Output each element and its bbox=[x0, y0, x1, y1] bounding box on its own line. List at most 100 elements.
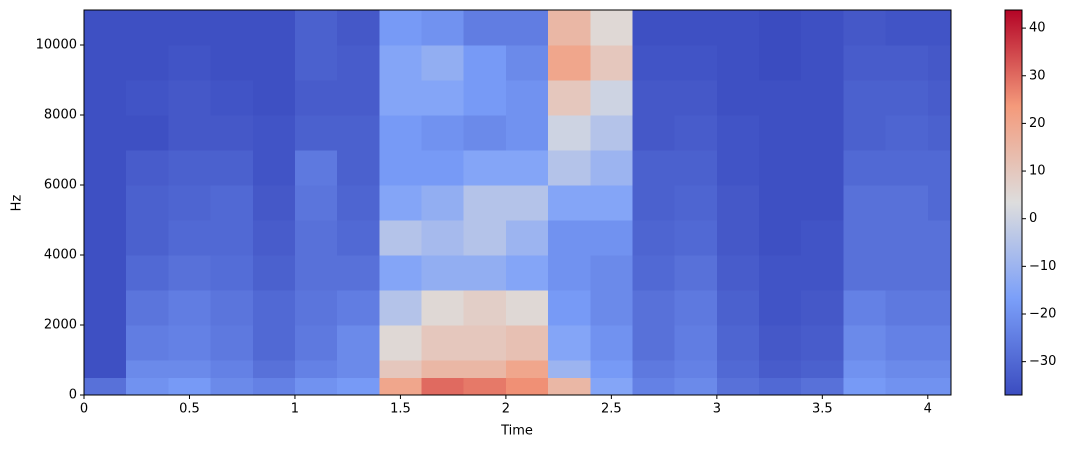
cell bbox=[548, 80, 591, 116]
cell bbox=[168, 360, 212, 378]
cell bbox=[421, 185, 465, 221]
cell bbox=[126, 45, 169, 81]
x-tick-label: 3.5 bbox=[812, 402, 833, 417]
cell bbox=[168, 325, 212, 361]
cell bbox=[84, 185, 127, 221]
cell bbox=[927, 255, 952, 291]
cell bbox=[632, 185, 676, 221]
cell bbox=[84, 255, 127, 291]
cell bbox=[463, 360, 507, 378]
cell bbox=[421, 45, 465, 81]
cell bbox=[252, 115, 296, 151]
cell bbox=[126, 360, 169, 378]
cell bbox=[463, 255, 507, 291]
cell bbox=[843, 10, 887, 46]
colorbar-tick-label: 0 bbox=[1029, 211, 1037, 226]
cell bbox=[337, 45, 380, 81]
colorbar-tick-label: −30 bbox=[1029, 354, 1056, 369]
cell bbox=[548, 220, 591, 256]
cell bbox=[759, 360, 802, 378]
x-tick-label: 1 bbox=[291, 402, 299, 417]
cell bbox=[463, 220, 507, 256]
cell bbox=[252, 360, 296, 378]
cell bbox=[927, 290, 952, 326]
cell bbox=[168, 10, 212, 46]
y-axis-label: Hz bbox=[10, 195, 25, 212]
cell bbox=[716, 185, 760, 221]
cell bbox=[674, 360, 718, 378]
cell bbox=[674, 255, 718, 291]
cell bbox=[674, 220, 718, 256]
cell bbox=[632, 325, 676, 361]
cell bbox=[801, 150, 844, 186]
cell bbox=[885, 360, 929, 378]
y-tick-label: 10000 bbox=[36, 38, 77, 53]
cell bbox=[548, 150, 591, 186]
cell bbox=[674, 150, 718, 186]
cell bbox=[843, 45, 887, 81]
cell bbox=[294, 115, 338, 151]
cell bbox=[126, 10, 169, 46]
cell bbox=[337, 80, 380, 116]
cell bbox=[463, 115, 507, 151]
cell bbox=[294, 150, 338, 186]
cell bbox=[210, 377, 254, 396]
cell bbox=[590, 45, 633, 81]
x-tick-label: 4 bbox=[924, 402, 932, 417]
cell bbox=[463, 45, 507, 81]
cell bbox=[168, 115, 212, 151]
cell bbox=[759, 290, 802, 326]
cell bbox=[463, 80, 507, 116]
cell bbox=[801, 377, 844, 396]
cell bbox=[716, 10, 760, 46]
cell bbox=[927, 220, 952, 256]
cell bbox=[548, 45, 591, 81]
cell bbox=[421, 115, 465, 151]
cell bbox=[379, 10, 423, 46]
cell bbox=[252, 80, 296, 116]
cell bbox=[590, 80, 633, 116]
cell bbox=[843, 150, 887, 186]
cell bbox=[84, 10, 127, 46]
cell bbox=[590, 185, 633, 221]
cell bbox=[168, 377, 212, 396]
cell bbox=[84, 290, 127, 326]
cell bbox=[927, 325, 952, 361]
cell bbox=[885, 290, 929, 326]
cell bbox=[548, 185, 591, 221]
cell bbox=[84, 45, 127, 81]
cell bbox=[885, 80, 929, 116]
cell bbox=[126, 185, 169, 221]
cell bbox=[463, 377, 507, 396]
cell bbox=[505, 255, 549, 291]
cell bbox=[843, 185, 887, 221]
cell bbox=[927, 80, 952, 116]
cell bbox=[210, 10, 254, 46]
cell bbox=[548, 360, 591, 378]
cell bbox=[505, 377, 549, 396]
cell bbox=[801, 360, 844, 378]
x-tick-label: 0 bbox=[80, 402, 88, 417]
cell bbox=[632, 150, 676, 186]
cell bbox=[294, 10, 338, 46]
cell bbox=[421, 150, 465, 186]
cell bbox=[337, 325, 380, 361]
cell bbox=[379, 115, 423, 151]
cell bbox=[294, 45, 338, 81]
cell bbox=[759, 80, 802, 116]
cell bbox=[885, 185, 929, 221]
cell bbox=[927, 360, 952, 378]
colorbar-tick-label: 20 bbox=[1029, 116, 1046, 131]
cell bbox=[801, 220, 844, 256]
cell bbox=[716, 45, 760, 81]
cell bbox=[885, 377, 929, 396]
cell bbox=[421, 360, 465, 378]
cell bbox=[379, 150, 423, 186]
cell bbox=[168, 80, 212, 116]
cell bbox=[463, 150, 507, 186]
cell bbox=[168, 290, 212, 326]
cell bbox=[337, 377, 380, 396]
cell bbox=[294, 290, 338, 326]
cell bbox=[674, 10, 718, 46]
cell bbox=[337, 255, 380, 291]
